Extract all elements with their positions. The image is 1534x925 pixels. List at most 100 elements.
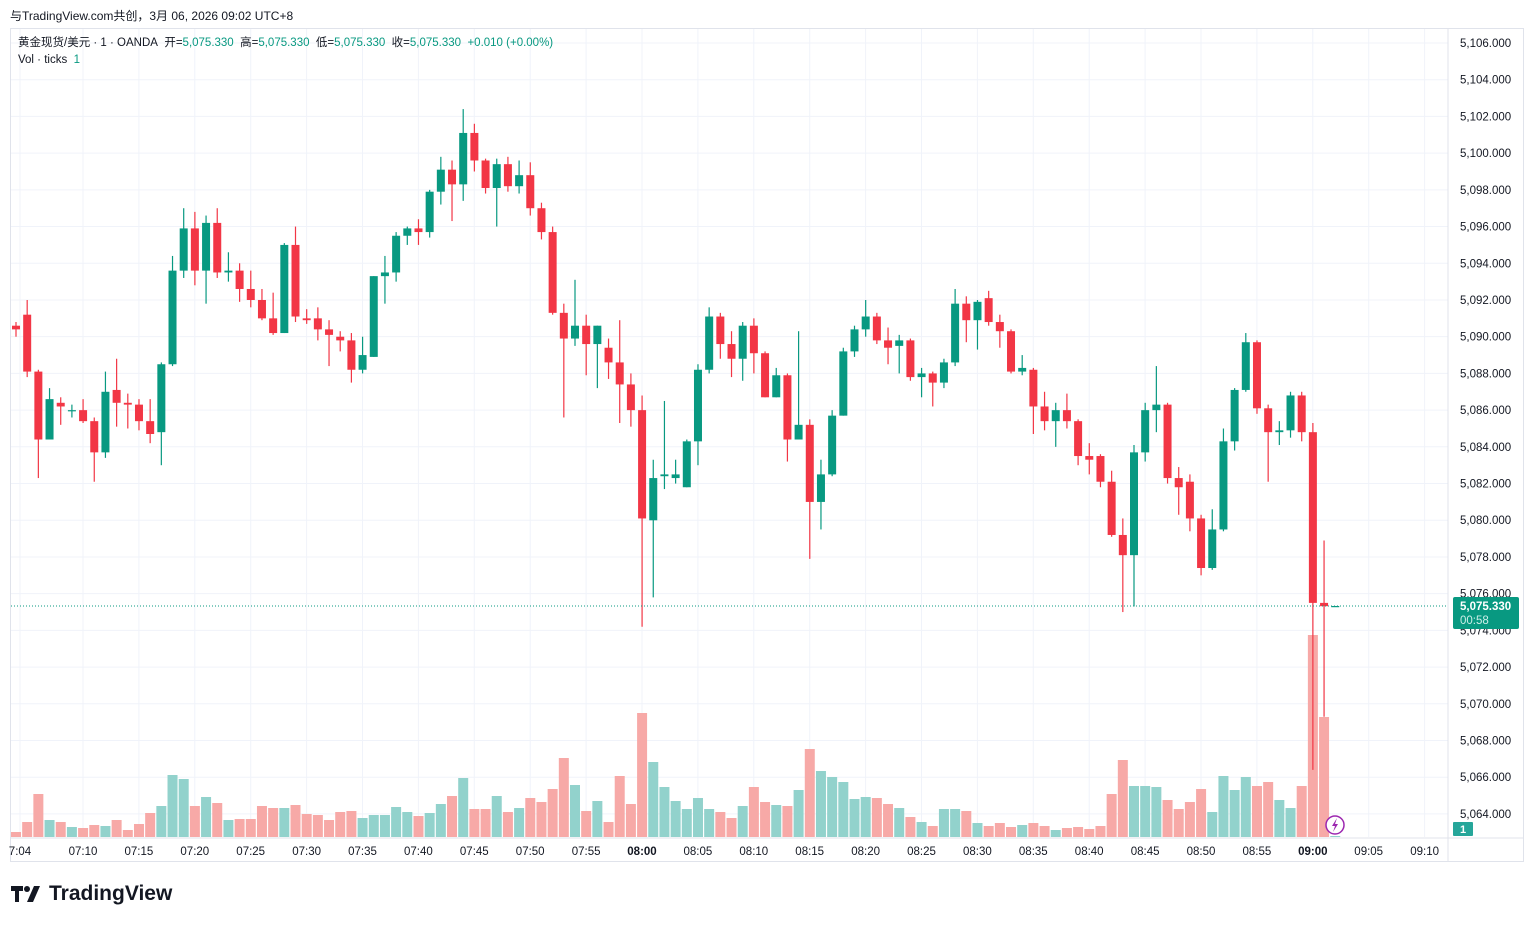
- candle-body: [492, 164, 501, 189]
- candle-body: [414, 228, 423, 233]
- volume-bar: [514, 808, 525, 837]
- candle-body: [515, 175, 524, 187]
- volume-bar: [1017, 825, 1028, 837]
- chart-frame: [10, 28, 1524, 862]
- candle-body: [503, 164, 512, 187]
- high-label: 高=: [240, 37, 259, 49]
- volume-bar: [458, 778, 469, 837]
- candle-body: [269, 318, 278, 334]
- price-tick-label: 5,072.000: [1460, 662, 1511, 674]
- candle-body: [179, 228, 188, 271]
- candle-body: [1219, 441, 1228, 530]
- candle-body: [582, 325, 591, 345]
- volume-bar: [335, 812, 346, 837]
- volume-bar: [413, 816, 424, 837]
- candle-body: [526, 175, 535, 209]
- candle-body: [90, 421, 99, 453]
- volume-bar: [1117, 760, 1128, 837]
- candle-body: [928, 373, 937, 383]
- volume-value: 1: [73, 54, 81, 66]
- volume-bar: [1028, 823, 1039, 837]
- candle-body: [727, 344, 736, 359]
- volume-bar: [178, 779, 189, 837]
- candle-body: [336, 336, 345, 341]
- candle-body: [615, 362, 624, 385]
- candle-body: [537, 208, 546, 233]
- candle-body: [1130, 452, 1138, 556]
- candle-body: [302, 318, 311, 321]
- volume-bar: [1106, 794, 1117, 837]
- volume-bar: [402, 812, 413, 837]
- volume-bar: [290, 805, 301, 837]
- symbol-label[interactable]: 黄金现货/美元 · 1 · OANDA: [18, 37, 158, 49]
- candle-body: [1208, 529, 1217, 569]
- candle-body: [917, 373, 926, 378]
- volume-bar: [435, 804, 446, 837]
- candle-body: [1174, 478, 1183, 488]
- volume-bar: [1240, 777, 1251, 837]
- candle-body: [1185, 481, 1194, 519]
- candle-body: [872, 316, 881, 341]
- volume-bar: [145, 813, 156, 837]
- time-tick-label: 08:45: [1131, 846, 1160, 858]
- time-tick-label: 08:40: [1075, 846, 1104, 858]
- candle-body: [257, 299, 266, 319]
- volume-bar: [245, 819, 256, 837]
- candle-body: [34, 371, 43, 440]
- time-tick-label: 08:35: [1019, 846, 1048, 858]
- time-tick-label: 07:55: [572, 846, 601, 858]
- volume-bar: [692, 798, 703, 837]
- candle-body: [436, 169, 445, 192]
- volume-bar: [581, 811, 592, 837]
- open-label: 开=: [164, 37, 183, 49]
- volume-bar: [447, 796, 458, 837]
- candle-body: [1163, 404, 1172, 479]
- candle-body: [1040, 406, 1049, 422]
- candle-body: [224, 270, 233, 273]
- candle-body: [794, 424, 803, 440]
- volume-bar: [324, 820, 335, 837]
- time-tick-label: 08:20: [851, 846, 880, 858]
- volume-bar: [491, 796, 502, 837]
- candle-body: [403, 228, 412, 236]
- volume-bar: [1285, 808, 1296, 837]
- volume-label[interactable]: Vol · ticks: [18, 54, 68, 66]
- candle-body: [772, 375, 781, 398]
- volume-bar: [659, 787, 670, 837]
- candle-body: [112, 389, 121, 403]
- candle-body: [693, 369, 702, 442]
- price-tick-label: 5,100.000: [1460, 148, 1511, 160]
- candle-body: [1029, 369, 1038, 407]
- candle-body: [951, 303, 960, 363]
- volume-bar: [279, 808, 290, 837]
- candle-body: [816, 474, 825, 502]
- volume-bar: [525, 798, 536, 837]
- time-tick-label: 07:10: [69, 846, 98, 858]
- candle-body: [56, 402, 65, 407]
- volume-bar: [871, 798, 882, 837]
- volume-bar: [838, 782, 849, 837]
- time-tick-label: 7:04: [9, 846, 32, 858]
- candle-body: [101, 391, 110, 453]
- chart-legend: 黄金现货/美元 · 1 · OANDA 开=5,075.330 高=5,075.…: [18, 35, 553, 69]
- logo-text: TradingView: [49, 882, 173, 905]
- candle-body: [761, 353, 770, 398]
- time-tick-label: 08:50: [1187, 846, 1216, 858]
- volume-bar: [793, 790, 804, 837]
- candle-body: [134, 404, 143, 422]
- candle-body: [235, 270, 244, 289]
- price-tick-label: 5,088.000: [1460, 368, 1511, 380]
- candle-body: [1275, 430, 1284, 433]
- candle-body: [1096, 456, 1105, 482]
- volume-bar: [1229, 790, 1240, 837]
- volume-bar: [704, 809, 715, 837]
- volume-bar: [1039, 826, 1050, 837]
- candle-body: [280, 244, 289, 334]
- volume-legend: Vol · ticks 1: [18, 52, 553, 69]
- candle-body: [705, 316, 714, 370]
- candle-body: [749, 325, 758, 354]
- price-tick-label: 5,064.000: [1460, 809, 1511, 821]
- open-value: 5,075.330: [182, 37, 234, 49]
- time-tick-label: 08:15: [795, 846, 824, 858]
